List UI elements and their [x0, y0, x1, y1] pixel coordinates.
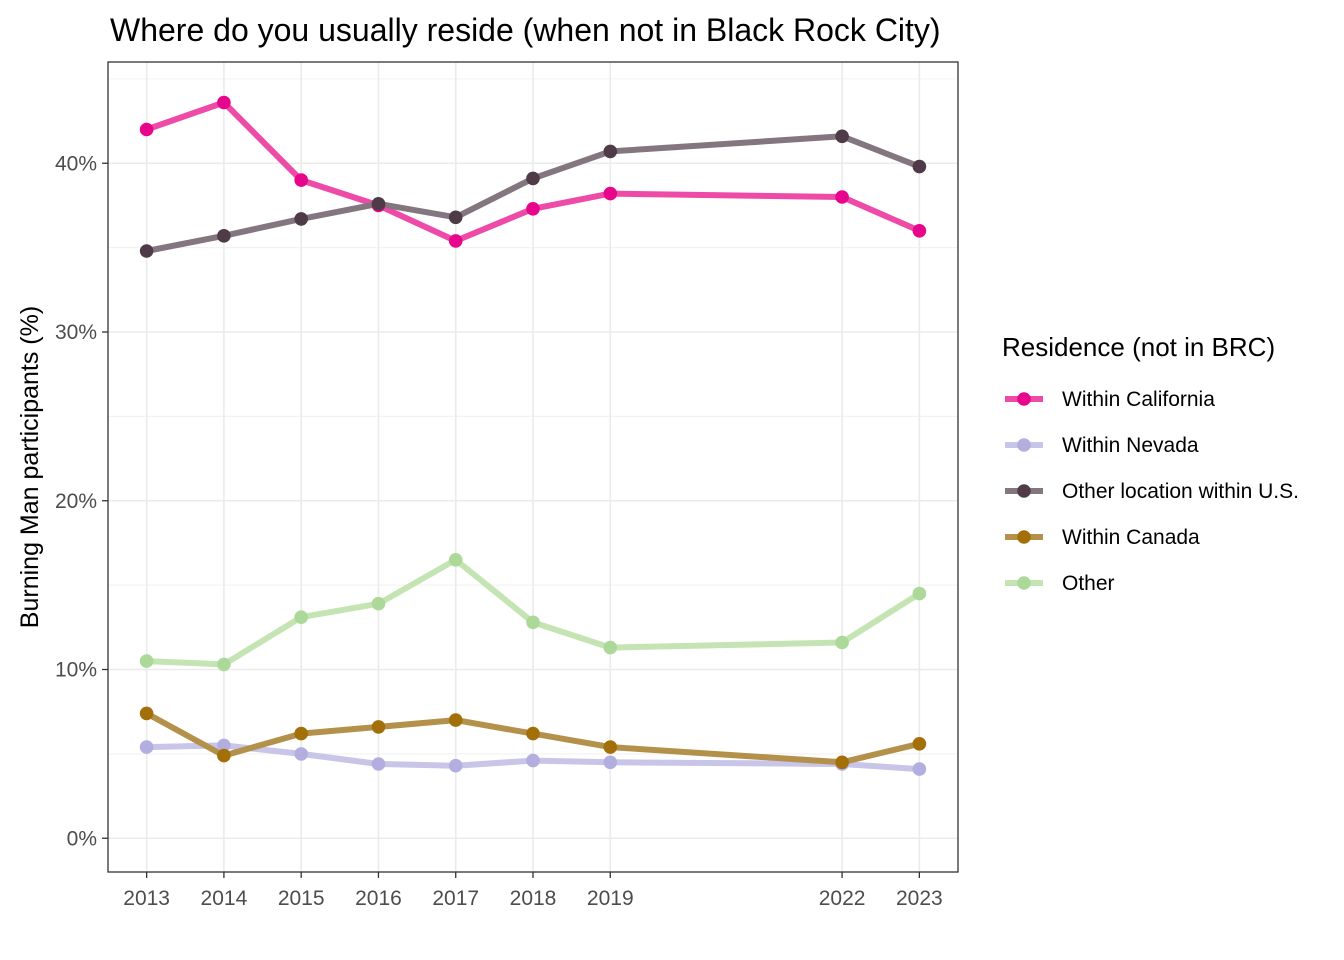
data-point-other	[912, 586, 927, 601]
data-point-other	[835, 635, 849, 650]
data-point-within-california	[294, 173, 309, 187]
x-tick-label: 2017	[432, 887, 479, 910]
data-point-within-canada	[448, 713, 463, 727]
legend-item-within-nevada: Within Nevada	[1005, 434, 1199, 457]
data-point-other-location-within-u-s	[526, 171, 540, 186]
x-tick-label: 2022	[819, 887, 866, 910]
y-axis-title: Burning Man participants (%)	[16, 306, 44, 628]
legend-key-point	[1017, 438, 1031, 452]
data-point-within-california	[217, 95, 231, 110]
legend-key-point	[1017, 576, 1031, 590]
data-point-other-location-within-u-s	[294, 212, 309, 226]
legend-item-within-california: Within California	[1005, 388, 1215, 411]
y-tick-label: 30%	[55, 321, 97, 344]
data-point-within-nevada	[217, 738, 231, 753]
data-point-within-nevada	[448, 758, 463, 773]
legend-key-point	[1017, 530, 1031, 544]
legend-item-other: Other	[1005, 572, 1115, 595]
legend-key-point	[1017, 392, 1031, 406]
legend: Residence (not in BRC) Within California…	[1002, 332, 1299, 595]
data-point-other-location-within-u-s	[835, 129, 849, 144]
data-point-within-nevada	[294, 747, 309, 761]
x-tick-label: 2023	[896, 887, 943, 910]
data-point-within-california	[139, 122, 154, 137]
data-point-within-california	[603, 186, 618, 201]
chart-title: Where do you usually reside (when not in…	[110, 12, 941, 48]
data-point-within-california	[448, 234, 463, 248]
x-tick-label: 2014	[201, 887, 248, 910]
y-tick-label: 10%	[55, 659, 97, 682]
legend-label: Within California	[1062, 388, 1215, 411]
data-point-within-california	[912, 224, 927, 238]
legend-label: Other	[1062, 572, 1115, 595]
data-point-other	[139, 654, 154, 668]
data-point-other	[371, 596, 386, 611]
data-point-within-california	[835, 190, 849, 204]
axes: 0% 10% 20% 30% 40% 2013 2014 2015 2016 2017 2018 20…	[55, 152, 943, 910]
data-point-other-location-within-u-s	[603, 144, 618, 159]
data-point-other	[603, 640, 618, 655]
legend-label: Other location within U.S.	[1062, 480, 1299, 503]
data-point-within-nevada	[603, 755, 618, 770]
legend-label: Within Nevada	[1062, 434, 1199, 457]
legend-item-other-location-within-u-s: Other location within U.S.	[1005, 480, 1299, 503]
data-point-within-nevada	[139, 740, 154, 754]
data-point-within-canada	[835, 755, 849, 770]
data-point-within-canada	[139, 706, 154, 721]
data-point-within-canada	[912, 737, 927, 751]
x-tick-label: 2016	[355, 887, 402, 910]
data-point-other-location-within-u-s	[912, 159, 927, 174]
legend-title: Residence (not in BRC)	[1002, 332, 1275, 362]
legend-key-point	[1017, 484, 1031, 498]
data-point-other-location-within-u-s	[217, 229, 231, 243]
data-point-other-location-within-u-s	[139, 244, 154, 258]
x-tick-label: 2013	[123, 887, 170, 910]
data-point-other-location-within-u-s	[448, 210, 463, 225]
data-point-within-nevada	[526, 753, 540, 768]
data-point-other	[294, 610, 309, 624]
data-point-within-canada	[603, 740, 618, 754]
data-point-other	[526, 615, 540, 630]
data-point-within-canada	[371, 720, 386, 734]
data-point-other	[448, 553, 463, 567]
data-point-within-california	[526, 202, 540, 216]
data-point-within-nevada	[912, 762, 927, 776]
data-point-other-location-within-u-s	[371, 197, 386, 211]
y-tick-label: 40%	[55, 152, 97, 175]
y-tick-label: 20%	[55, 490, 97, 513]
x-tick-label: 2019	[587, 887, 634, 910]
y-tick-label: 0%	[67, 827, 97, 850]
legend-item-within-canada: Within Canada	[1005, 526, 1200, 549]
x-tick-label: 2018	[510, 887, 557, 910]
series-layer	[139, 95, 927, 776]
data-point-within-canada	[526, 726, 540, 741]
data-point-within-canada	[294, 726, 309, 741]
legend-label: Within Canada	[1062, 526, 1200, 549]
data-point-within-nevada	[371, 757, 386, 771]
data-point-within-canada	[217, 748, 231, 763]
x-tick-label: 2015	[278, 887, 325, 910]
data-point-other	[217, 657, 231, 672]
